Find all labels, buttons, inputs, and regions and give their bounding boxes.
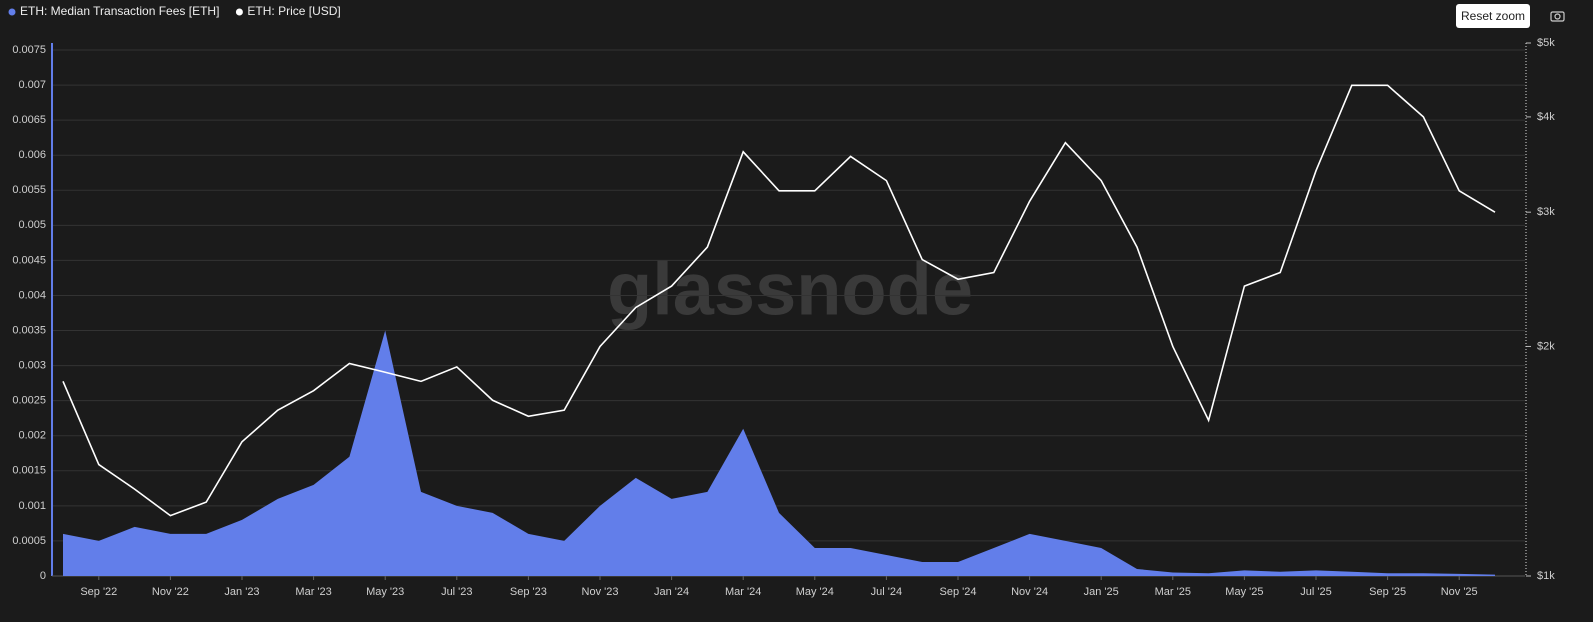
y-tick-label: 0.0055 [12, 184, 46, 196]
y-tick-label: 0.004 [18, 289, 46, 301]
x-tick-label: Sep '24 [940, 586, 977, 598]
x-tick-label: May '23 [366, 586, 404, 598]
x-tick-label: Sep '23 [510, 586, 547, 598]
x-tick-label: Jul '25 [1300, 586, 1331, 598]
y-tick-label: 0.0045 [12, 254, 46, 266]
y-tick-label: 0.0015 [12, 465, 46, 477]
y2-tick-label: $3k [1537, 206, 1555, 218]
y2-tick-label: $1k [1537, 570, 1555, 582]
x-tick-label: Jan '23 [224, 586, 259, 598]
y2-tick-label: $4k [1537, 111, 1555, 123]
y-tick-label: 0.006 [18, 149, 46, 161]
y-tick-label: 0.002 [18, 430, 46, 442]
x-tick-label: Jul '24 [871, 586, 902, 598]
x-tick-label: Jan '25 [1084, 586, 1119, 598]
y-tick-label: 0.003 [18, 360, 46, 372]
y-tick-label: 0.005 [18, 219, 46, 231]
x-tick-label: Nov '24 [1011, 586, 1048, 598]
x-tick-label: Nov '25 [1441, 586, 1478, 598]
y-tick-label: 0.0005 [12, 535, 46, 547]
x-tick-label: Mar '25 [1155, 586, 1191, 598]
x-tick-label: May '24 [796, 586, 834, 598]
legend-marker [8, 8, 16, 16]
x-tick-label: Mar '24 [725, 586, 761, 598]
x-tick-label: Jul '23 [441, 586, 472, 598]
legend-label: ETH: Price [USD] [247, 4, 340, 18]
x-tick-label: Nov '22 [152, 586, 189, 598]
y-tick-label: 0.0025 [12, 395, 46, 407]
legend-label: ETH: Median Transaction Fees [ETH] [20, 4, 219, 18]
y-tick-label: 0.0075 [12, 44, 46, 56]
y-tick-label: 0.007 [18, 79, 46, 91]
y-tick-label: 0 [40, 570, 46, 582]
x-tick-label: Sep '25 [1369, 586, 1406, 598]
x-tick-label: Mar '23 [295, 586, 331, 598]
y2-tick-label: $5k [1537, 37, 1555, 49]
fee-area [63, 330, 1495, 576]
x-tick-label: Nov '23 [582, 586, 619, 598]
x-tick-label: May '25 [1225, 586, 1263, 598]
y-tick-label: 0.001 [18, 500, 46, 512]
legend-marker [235, 8, 243, 16]
price-line [62, 84, 1496, 517]
reset-zoom-button[interactable]: Reset zoom [1456, 4, 1530, 28]
x-tick-label: Jan '24 [654, 586, 689, 598]
y-tick-label: 0.0065 [12, 114, 46, 126]
y-tick-label: 0.0035 [12, 324, 46, 336]
x-tick-label: Sep '22 [80, 586, 117, 598]
y2-tick-label: $2k [1537, 340, 1555, 352]
camera-icon[interactable] [1550, 11, 1565, 22]
